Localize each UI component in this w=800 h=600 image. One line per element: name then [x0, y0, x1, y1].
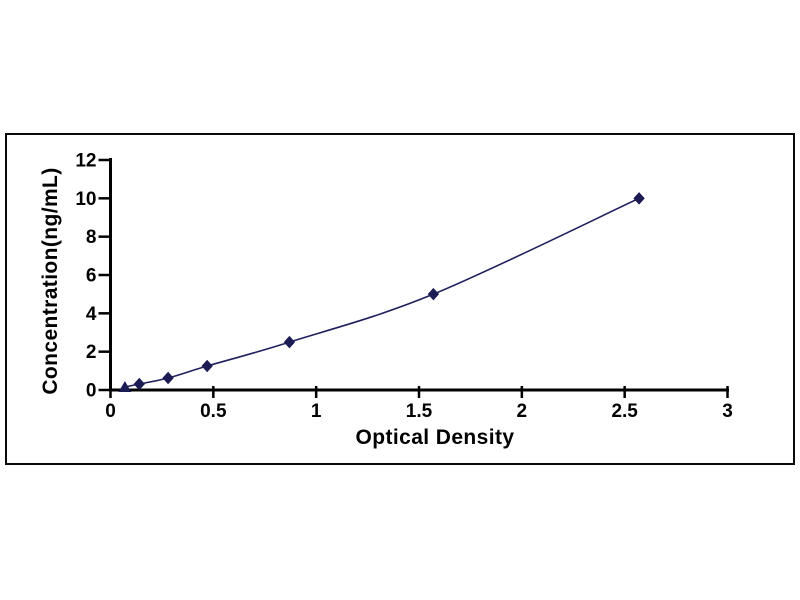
x-tick-label: 1.5 — [406, 401, 433, 422]
y-tick-label: 0 — [86, 381, 97, 402]
x-tick-label: 2.5 — [611, 401, 638, 422]
y-tick-label: 10 — [75, 189, 96, 210]
x-tick-label: 2 — [517, 401, 528, 422]
data-point-marker — [162, 371, 174, 385]
data-point-marker — [201, 359, 213, 373]
data-point-marker — [427, 287, 440, 301]
x-tick-label: 0 — [105, 401, 116, 422]
y-tick-label: 6 — [86, 266, 97, 287]
data-point-marker — [133, 377, 145, 391]
y-axis-title: Concentration(ng/mL) — [39, 167, 62, 395]
data-point-marker — [118, 381, 132, 393]
data-point-marker — [283, 335, 296, 349]
standard-curve-line — [124, 197, 640, 388]
x-tick-label: 0.5 — [200, 401, 227, 422]
x-axis-title: Optical Density — [355, 426, 515, 449]
y-tick-label: 12 — [75, 151, 96, 172]
y-tick-label: 8 — [86, 227, 97, 248]
x-tick-label: 3 — [722, 401, 733, 422]
y-tick-label: 2 — [86, 342, 97, 363]
x-tick-label: 1 — [311, 401, 322, 422]
data-point-marker — [633, 192, 645, 205]
chart-frame — [5, 133, 795, 465]
y-tick-label: 4 — [86, 304, 97, 325]
